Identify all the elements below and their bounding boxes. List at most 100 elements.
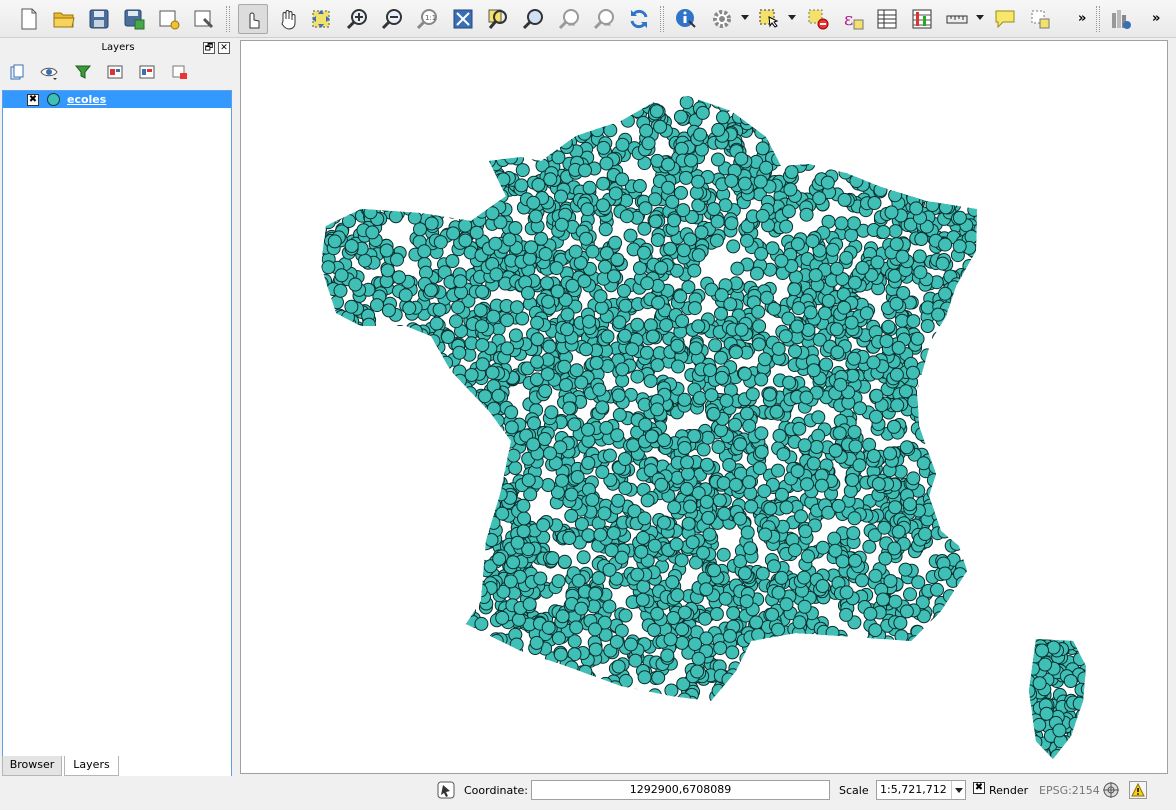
school-point	[407, 465, 422, 480]
school-point	[420, 655, 435, 670]
school-point	[923, 137, 938, 152]
zoom-to-layer-icon[interactable]	[518, 4, 548, 34]
save-as-icon[interactable]	[119, 4, 149, 34]
new-print-composer-icon[interactable]	[154, 4, 184, 34]
expression-select-icon[interactable]: ε	[838, 4, 868, 34]
zoom-last-icon[interactable]	[554, 4, 584, 34]
zoom-full-icon[interactable]	[448, 4, 478, 34]
school-point	[327, 474, 342, 489]
toolbar-overflow-button[interactable]: »	[1152, 11, 1161, 26]
filter-legend-icon[interactable]	[72, 61, 94, 83]
school-point	[977, 282, 992, 297]
school-point	[788, 344, 802, 359]
chevron-down-icon[interactable]	[976, 15, 984, 20]
school-point	[417, 244, 432, 259]
school-point	[442, 602, 457, 617]
school-point	[820, 694, 835, 709]
text-annotation-icon[interactable]	[1025, 4, 1055, 34]
school-point	[785, 107, 800, 122]
school-point	[791, 101, 806, 116]
school-point	[630, 104, 645, 118]
save-project-icon[interactable]	[84, 4, 114, 34]
school-point	[430, 578, 445, 593]
school-point	[436, 663, 451, 678]
map-tips-icon[interactable]	[990, 4, 1020, 34]
touch-pan-icon[interactable]	[238, 4, 268, 34]
attribute-table-icon[interactable]	[872, 4, 902, 34]
float-panel-button[interactable]: 🗗	[203, 42, 215, 54]
close-panel-button[interactable]: ✕	[218, 42, 230, 54]
school-point	[542, 339, 557, 354]
school-point	[331, 671, 346, 686]
zoom-in-icon[interactable]	[342, 4, 372, 34]
chevron-down-icon[interactable]	[741, 15, 749, 20]
measure-icon[interactable]	[942, 4, 972, 34]
zoom-next-icon[interactable]	[589, 4, 619, 34]
pan-to-selection-icon[interactable]	[306, 4, 336, 34]
school-point	[388, 331, 403, 346]
statistics-icon[interactable]	[907, 4, 937, 34]
action-gear-icon[interactable]	[707, 4, 737, 34]
new-project-icon[interactable]	[14, 4, 44, 34]
school-point	[339, 638, 354, 653]
school-point	[321, 307, 323, 322]
layer-name[interactable]: ecoles	[67, 93, 107, 106]
chevron-down-icon[interactable]	[788, 15, 796, 20]
school-point	[918, 527, 933, 541]
tab-browser[interactable]: Browser	[2, 756, 62, 776]
school-point	[359, 162, 374, 177]
school-point	[358, 100, 372, 115]
refresh-icon[interactable]	[624, 4, 654, 34]
school-point	[322, 409, 337, 424]
school-point	[447, 538, 462, 553]
school-point	[399, 574, 413, 588]
school-point	[405, 131, 420, 146]
open-project-icon[interactable]	[49, 4, 79, 34]
school-point	[366, 631, 381, 646]
school-point	[772, 428, 787, 443]
school-point	[323, 496, 338, 511]
identify-icon[interactable]	[671, 4, 701, 34]
school-point	[428, 381, 443, 396]
school-point	[747, 702, 762, 717]
school-point	[461, 99, 476, 114]
school-point	[779, 136, 794, 151]
manage-visibility-icon[interactable]	[38, 61, 60, 83]
plugins-icon[interactable]	[1106, 4, 1136, 34]
layer-row-ecoles[interactable]: ✖ ecoles	[3, 91, 231, 108]
toolbar-overflow-button[interactable]: »	[1078, 11, 1087, 26]
school-point	[978, 96, 993, 104]
select-features-icon[interactable]	[754, 4, 784, 34]
collapse-all-icon[interactable]	[136, 61, 158, 83]
school-point	[478, 686, 493, 701]
school-point	[762, 387, 777, 402]
school-point	[344, 479, 359, 494]
expand-all-icon[interactable]	[104, 61, 126, 83]
pan-hand-icon[interactable]	[274, 4, 304, 34]
school-point	[936, 122, 951, 137]
school-point	[936, 180, 951, 195]
zoom-out-icon[interactable]	[377, 4, 407, 34]
layer-visibility-checkbox[interactable]: ✖	[27, 94, 39, 106]
remove-layer-icon[interactable]	[168, 61, 190, 83]
tab-layers[interactable]: Layers	[64, 756, 119, 776]
zoom-native-icon[interactable]: 1:1	[412, 4, 442, 34]
school-point	[354, 578, 369, 593]
school-point	[727, 684, 742, 699]
school-point	[737, 176, 752, 191]
school-point	[737, 96, 752, 100]
map-canvas[interactable]	[240, 40, 1168, 774]
school-point	[397, 667, 412, 682]
zoom-to-selection-icon[interactable]	[483, 4, 513, 34]
school-point	[799, 390, 814, 405]
school-point	[343, 473, 358, 488]
composer-manager-icon[interactable]	[189, 4, 219, 34]
school-point	[548, 115, 563, 130]
school-point	[777, 660, 792, 675]
deselect-icon[interactable]	[803, 4, 833, 34]
add-group-icon[interactable]	[6, 61, 28, 83]
school-point	[824, 96, 839, 104]
school-point	[973, 621, 988, 635]
school-point	[470, 160, 485, 175]
school-point	[964, 229, 979, 244]
